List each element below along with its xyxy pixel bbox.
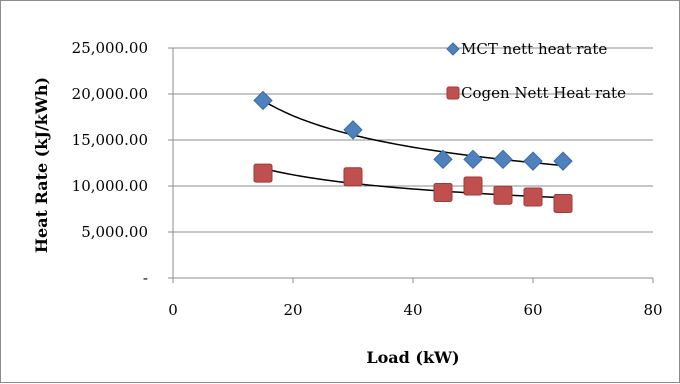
y-tick-label: 15,000.00 — [72, 131, 148, 149]
y-tick-labels: - 5,000.00 10,000.00 15,000.00 20,000.00 25,0… — [72, 39, 148, 287]
data-point-diamond — [553, 151, 573, 171]
x-tick-label: 40 — [403, 301, 422, 319]
legend: MCT nett heat rate Cogen Nett Heat rate — [446, 40, 626, 102]
data-point-square — [343, 167, 363, 187]
data-points — [253, 90, 573, 213]
data-point-square — [523, 187, 543, 207]
y-tick-label: - — [143, 269, 148, 287]
data-point-square — [253, 163, 273, 183]
axes — [168, 47, 654, 283]
y-tick-label: 25,000.00 — [72, 39, 148, 57]
legend-item: MCT nett heat rate — [446, 40, 607, 58]
gridlines — [173, 47, 653, 233]
trendlines — [262, 99, 564, 199]
x-axis-title: Load (kW) — [366, 348, 459, 367]
data-point-diamond — [463, 149, 483, 170]
data-point-square — [433, 182, 453, 202]
data-point-diamond — [493, 149, 513, 170]
data-point-diamond — [343, 120, 363, 140]
legend-marker-square — [446, 86, 460, 100]
y-axis-title: Heat Rate (kJ/kWh) — [32, 77, 51, 253]
y-tick-label: 5,000.00 — [81, 223, 148, 241]
legend-label: MCT nett heat rate — [461, 40, 607, 58]
y-tick-label: 20,000.00 — [72, 85, 148, 103]
x-tick-labels: 0 20 40 60 80 — [168, 301, 662, 319]
legend-marker-diamond — [446, 42, 460, 56]
x-tick-label: 80 — [643, 301, 662, 319]
data-point-square — [553, 193, 573, 213]
data-point-square — [463, 176, 483, 196]
y-tick-label: 10,000.00 — [72, 177, 148, 195]
data-point-square — [493, 185, 513, 205]
data-point-diamond — [253, 90, 273, 111]
x-tick-label: 0 — [168, 301, 178, 319]
x-tick-label: 60 — [523, 301, 542, 319]
legend-item: Cogen Nett Heat rate — [446, 84, 626, 102]
legend-label: Cogen Nett Heat rate — [461, 84, 626, 102]
data-point-diamond — [433, 149, 453, 170]
data-point-diamond — [523, 151, 543, 171]
trendline — [262, 167, 564, 199]
trendline — [262, 99, 564, 167]
x-tick-label: 20 — [283, 301, 302, 319]
